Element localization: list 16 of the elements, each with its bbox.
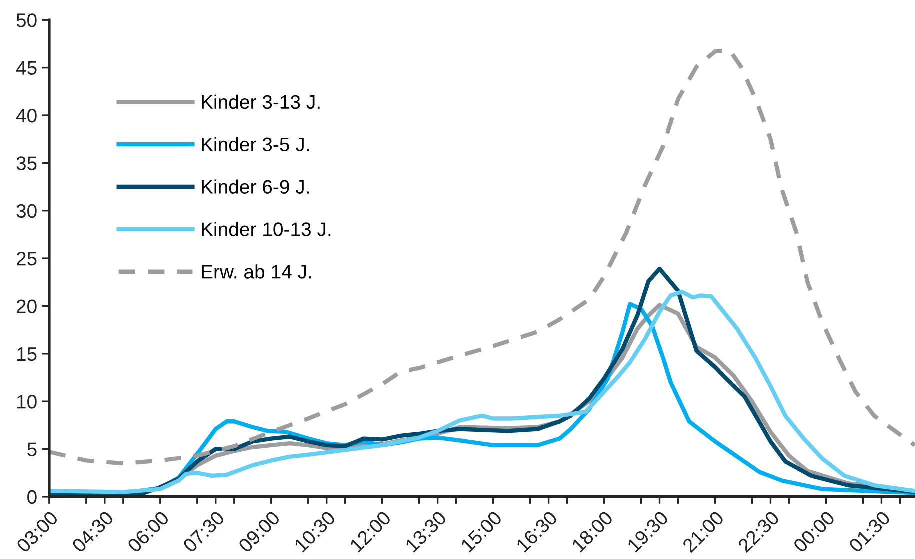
y-tick-label: 35	[16, 156, 37, 170]
legend-label: Erw. ab 14 J.	[202, 264, 312, 279]
y-tick-label: 0	[28, 490, 37, 504]
y-tick-label: 15	[17, 348, 37, 362]
legend-label: Kinder 3-13 J.	[202, 94, 320, 110]
y-tick-label: 20	[16, 300, 37, 314]
legend-label: Kinder 6-9 J.	[202, 180, 309, 194]
y-tick-label: 5	[28, 442, 37, 457]
y-tick-label: 30	[16, 204, 37, 218]
legend-label: Kinder 3-5 J.	[202, 137, 309, 152]
y-tick-label: 10	[17, 395, 37, 409]
y-tick-label: 50	[16, 14, 37, 28]
y-tick-label: 45	[16, 61, 37, 76]
legend-label: Kinder 10-13 J.	[202, 222, 331, 236]
y-tick-label: 25	[16, 252, 37, 266]
y-tick-label: 40	[16, 108, 37, 123]
